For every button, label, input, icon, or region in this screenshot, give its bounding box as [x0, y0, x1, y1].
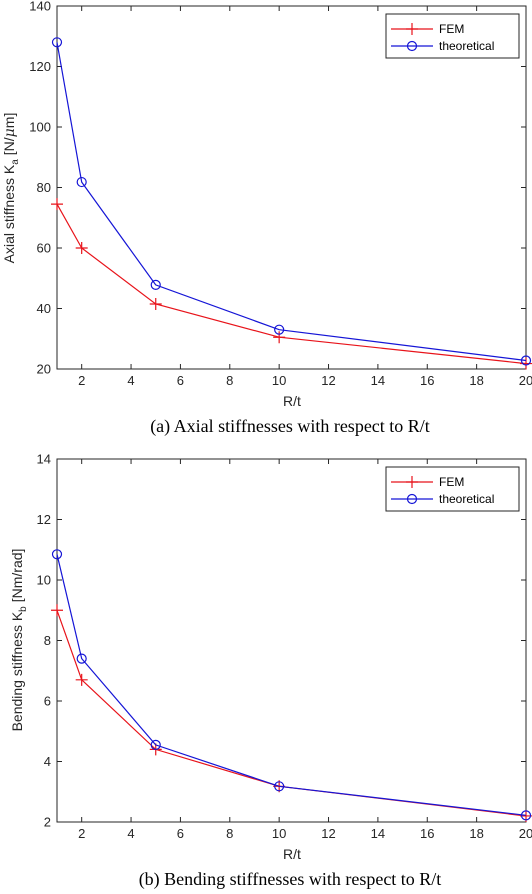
- axial-x-tick-label: 6: [177, 373, 184, 388]
- bending-legend-box: [385, 466, 520, 512]
- bending-theoretical-point: [51, 549, 63, 560]
- axial-series-layer: [51, 37, 532, 370]
- bending-fem-point: [75, 673, 88, 686]
- axial-theoretical-point: [150, 279, 161, 291]
- bending-x-tick-label: 10: [272, 826, 286, 841]
- bending-stiffness-panel: 2 4 6 8 10 12 14 2 4 6 8 10 12 14 16 18 20 R/t Bending …: [9, 452, 532, 890]
- axial-fem-point: [273, 331, 286, 344]
- axial-y-tick-label: 40: [37, 301, 51, 316]
- axial-legend-theoretical-label: theoretical: [439, 39, 494, 53]
- bending-x-tick-label: 20: [519, 826, 532, 841]
- bending-legend-fem-marker: [406, 476, 418, 488]
- axial-y-tick-label: 60: [37, 241, 51, 256]
- bending-y-label-subscript: b: [18, 606, 29, 612]
- axial-y-label-subscript: a: [10, 159, 21, 165]
- bending-theoretical-point: [520, 810, 532, 821]
- bending-theoretical-point: [76, 653, 87, 664]
- axial-plot-area: [56, 5, 527, 370]
- bending-theoretical-point: [274, 781, 285, 792]
- bending-theoretical-point: [150, 739, 161, 750]
- bending-caption: (b) Bending stiffnesses with respect to …: [139, 869, 442, 890]
- axial-fem-point: [149, 297, 162, 310]
- axial-legend-theoretical-marker: [406, 40, 418, 52]
- bending-y-tick-label: 4: [44, 754, 51, 769]
- axial-theoretical-point: [51, 37, 63, 48]
- bending-y-ticks: 2 4 6 8 10 12 14: [37, 452, 526, 830]
- bending-series-layer: [51, 549, 532, 822]
- bending-x-axis-label: R/t: [283, 846, 301, 862]
- bending-y-tick-label: 14: [37, 452, 51, 467]
- axial-x-tick-label: 4: [127, 373, 134, 388]
- axial-x-tick-label: 2: [78, 373, 85, 388]
- axial-x-axis-label: R/t: [283, 393, 301, 409]
- bending-x-tick-label: 16: [420, 826, 434, 841]
- axial-x-tick-label: 12: [321, 373, 335, 388]
- bending-x-tick-label: 18: [469, 826, 483, 841]
- axial-y-ticks: 20 40 60 80 100 120 140: [29, 0, 526, 377]
- axial-theoretical-point: [274, 324, 285, 335]
- axial-y-tick-label: 120: [29, 59, 51, 74]
- bending-fem-point: [51, 604, 63, 617]
- bending-x-tick-label: 12: [321, 826, 335, 841]
- axial-x-tick-label: 8: [226, 373, 233, 388]
- bending-y-label-main: Bending stiffness K: [9, 611, 25, 731]
- axial-x-tick-label: 10: [272, 373, 286, 388]
- axial-x-tick-label: 18: [469, 373, 483, 388]
- bending-x-tick-label: 8: [226, 826, 233, 841]
- axial-y-tick-label: 100: [29, 120, 51, 135]
- bending-x-ticks: 2 4 6 8 10 12 14 16 18 20: [78, 459, 532, 841]
- axial-legend-fem-label: FEM: [439, 22, 464, 36]
- axial-x-tick-label: 20: [519, 373, 532, 388]
- bending-y-tick-label: 10: [37, 573, 51, 588]
- axial-legend: FEM theoretical: [385, 13, 520, 59]
- bending-legend-fem-label: FEM: [439, 475, 464, 489]
- axial-y-label-mu: μ: [2, 128, 18, 137]
- axial-legend-box: [385, 13, 520, 59]
- bending-legend-theoretical-label: theoretical: [439, 492, 494, 506]
- bending-legend-theoretical-marker: [406, 493, 418, 505]
- bending-y-tick-label: 12: [37, 512, 51, 527]
- bending-plot-area: [56, 458, 527, 823]
- axial-theoretical-line: [56, 42, 527, 362]
- bending-y-tick-label: 6: [44, 694, 51, 709]
- bending-theoretical-line: [56, 554, 527, 816]
- axial-fem-point: [51, 198, 63, 211]
- bending-y-tick-label: 2: [44, 815, 51, 830]
- axial-y-axis-label: Axial stiffness Ka [N/μm]: [1, 113, 21, 264]
- axial-theoretical-point: [520, 355, 532, 366]
- axial-y-tick-label: 140: [29, 0, 51, 14]
- axial-stiffness-panel: 20 40 60 80 100 120 140 2 4 6 8 10 12 14 16 18 20 R/t A…: [1, 0, 532, 437]
- axial-fem-point: [75, 242, 88, 254]
- axial-caption: (a) Axial stiffnesses with respect to R/…: [150, 416, 430, 437]
- bending-x-tick-label: 14: [371, 826, 385, 841]
- axial-y-label-unit-start: [N/: [1, 137, 17, 155]
- bending-y-tick-label: 8: [44, 633, 51, 648]
- axial-y-label-main: Axial stiffness K: [1, 164, 17, 263]
- bending-y-axis-label: Bending stiffness Kb [Nm/rad]: [9, 549, 29, 732]
- axial-theoretical-point: [76, 176, 87, 188]
- bending-x-tick-label: 6: [177, 826, 184, 841]
- bending-legend: FEM theoretical: [385, 466, 520, 512]
- axial-y-tick-label: 20: [37, 362, 51, 377]
- axial-y-tick-label: 80: [37, 180, 51, 195]
- axial-legend-fem-marker: [406, 23, 418, 35]
- axial-x-ticks: 2 4 6 8 10 12 14 16 18 20: [78, 6, 532, 388]
- axial-x-tick-label: 14: [371, 373, 385, 388]
- bending-x-tick-label: 4: [127, 826, 134, 841]
- axial-x-tick-label: 16: [420, 373, 434, 388]
- axial-y-label-unit-end: m]: [1, 113, 17, 129]
- bending-y-label-unit: [Nm/rad]: [9, 549, 25, 603]
- bending-x-tick-label: 2: [78, 826, 85, 841]
